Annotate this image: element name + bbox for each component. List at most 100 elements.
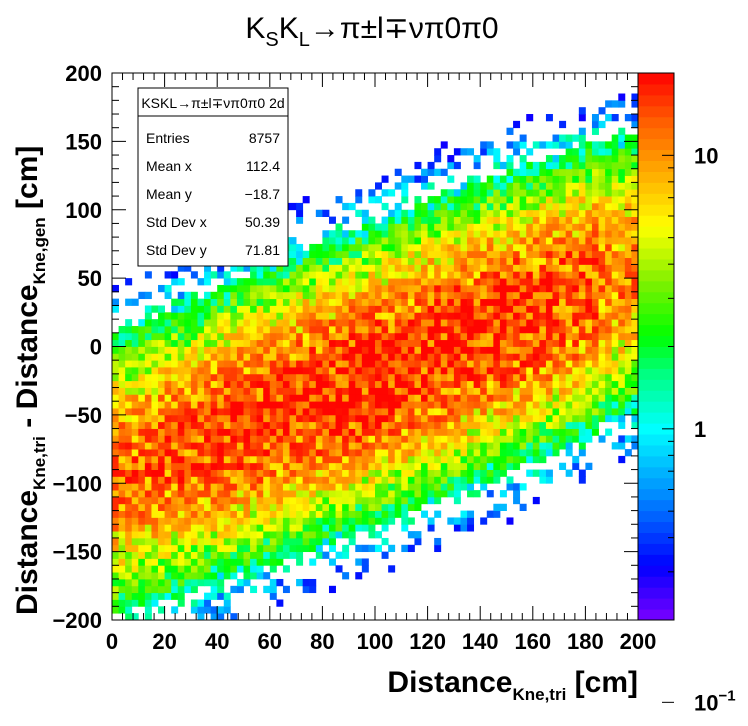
heatmap-cell xyxy=(585,257,593,265)
heatmap-cell xyxy=(328,421,336,429)
palette-swatch xyxy=(638,313,674,326)
heatmap-cell xyxy=(230,353,238,361)
heatmap-cell xyxy=(578,401,586,409)
heatmap-cell xyxy=(171,394,179,402)
heatmap-cell xyxy=(453,209,461,217)
heatmap-cell xyxy=(394,435,402,443)
heatmap-cell xyxy=(532,408,540,416)
heatmap-cell xyxy=(112,578,119,587)
heatmap-cell xyxy=(125,346,133,354)
heatmap-cell xyxy=(421,223,429,231)
heatmap-cell xyxy=(368,442,376,450)
heatmap-cell xyxy=(618,134,626,142)
heatmap-cell xyxy=(158,551,166,559)
heatmap-cell xyxy=(467,196,475,204)
heatmap-cell xyxy=(375,243,382,252)
heatmap-cell xyxy=(315,462,323,470)
heatmap-cell xyxy=(447,291,455,300)
palette-swatch xyxy=(638,499,674,512)
heatmap-cell xyxy=(309,490,317,498)
heatmap-cell xyxy=(493,325,501,334)
heatmap-cell xyxy=(381,380,389,388)
heatmap-cell xyxy=(355,257,363,265)
heatmap-cell xyxy=(388,428,396,436)
heatmap-cell xyxy=(302,387,310,395)
heatmap-cell xyxy=(368,421,376,429)
heatmap-cell xyxy=(190,414,198,423)
heatmap-cell xyxy=(328,387,336,395)
heatmap-cell xyxy=(315,209,323,217)
heatmap-cell xyxy=(421,284,429,293)
heatmap-cell xyxy=(559,264,567,272)
heatmap-cell xyxy=(624,148,632,156)
heatmap-cell xyxy=(611,155,619,163)
heatmap-cell xyxy=(401,243,409,252)
heatmap-cell xyxy=(282,346,290,354)
heatmap-cell xyxy=(559,250,567,259)
heatmap-cell xyxy=(493,305,501,313)
heatmap-cell xyxy=(276,394,284,402)
heatmap-cell xyxy=(158,346,166,354)
heatmap-cell xyxy=(421,271,429,279)
heatmap-cell xyxy=(414,490,422,498)
heatmap-cell xyxy=(526,325,534,334)
heatmap-cell xyxy=(118,442,126,450)
heatmap-cell xyxy=(184,360,192,368)
heatmap-cell xyxy=(539,435,547,443)
heatmap-cell xyxy=(342,428,350,436)
heatmap-cell xyxy=(368,435,376,443)
heatmap-cell xyxy=(256,496,264,505)
heatmap-cell xyxy=(618,442,626,450)
heatmap-cell xyxy=(276,387,284,395)
heatmap-cell xyxy=(611,346,619,354)
heatmap-cell xyxy=(624,380,632,388)
heatmap-cell xyxy=(177,517,185,525)
heatmap-cell xyxy=(611,278,619,286)
heatmap-cell xyxy=(545,305,553,313)
heatmap-cell xyxy=(204,531,212,539)
heatmap-cell xyxy=(223,544,231,553)
heatmap-cell xyxy=(631,257,639,265)
heatmap-cell xyxy=(328,339,336,347)
heatmap-cell xyxy=(414,353,422,361)
heatmap-cell xyxy=(171,544,179,553)
heatmap-cell xyxy=(519,339,527,347)
heatmap-cell xyxy=(375,346,382,354)
y-tick-label: 50 xyxy=(78,266,102,291)
heatmap-cell xyxy=(591,373,599,382)
heatmap-cell xyxy=(309,496,317,505)
heatmap-cell xyxy=(440,209,448,217)
heatmap-cell xyxy=(572,346,580,354)
heatmap-cell xyxy=(230,483,238,491)
heatmap-cell xyxy=(486,237,494,245)
heatmap-cell xyxy=(197,421,205,429)
heatmap-cell xyxy=(440,408,448,416)
heatmap-cell xyxy=(499,387,507,395)
heatmap-cell xyxy=(434,442,442,450)
heatmap-cell xyxy=(289,202,297,211)
heatmap-cell xyxy=(118,428,126,436)
heatmap-cell xyxy=(427,524,435,532)
palette-swatch xyxy=(638,171,674,183)
heatmap-cell xyxy=(447,394,455,402)
heatmap-cell xyxy=(276,476,284,484)
heatmap-cell xyxy=(250,490,258,498)
heatmap-cell xyxy=(342,257,350,265)
heatmap-cell xyxy=(204,325,212,334)
heatmap-cell xyxy=(144,449,152,457)
heatmap-cell xyxy=(440,449,448,457)
heatmap-cell xyxy=(381,291,389,300)
heatmap-cell xyxy=(618,455,626,464)
heatmap-cell xyxy=(526,449,534,457)
heatmap-cell xyxy=(447,312,455,320)
heatmap-cell xyxy=(552,264,560,272)
heatmap-cell xyxy=(421,182,429,190)
heatmap-cell xyxy=(611,442,619,450)
heatmap-cell xyxy=(250,496,258,505)
heatmap-cell xyxy=(243,449,251,457)
heatmap-cell xyxy=(513,257,521,265)
heatmap-cell xyxy=(230,264,238,272)
heatmap-cell xyxy=(552,209,560,217)
heatmap-cell xyxy=(526,339,534,347)
heatmap-cell xyxy=(138,408,146,416)
